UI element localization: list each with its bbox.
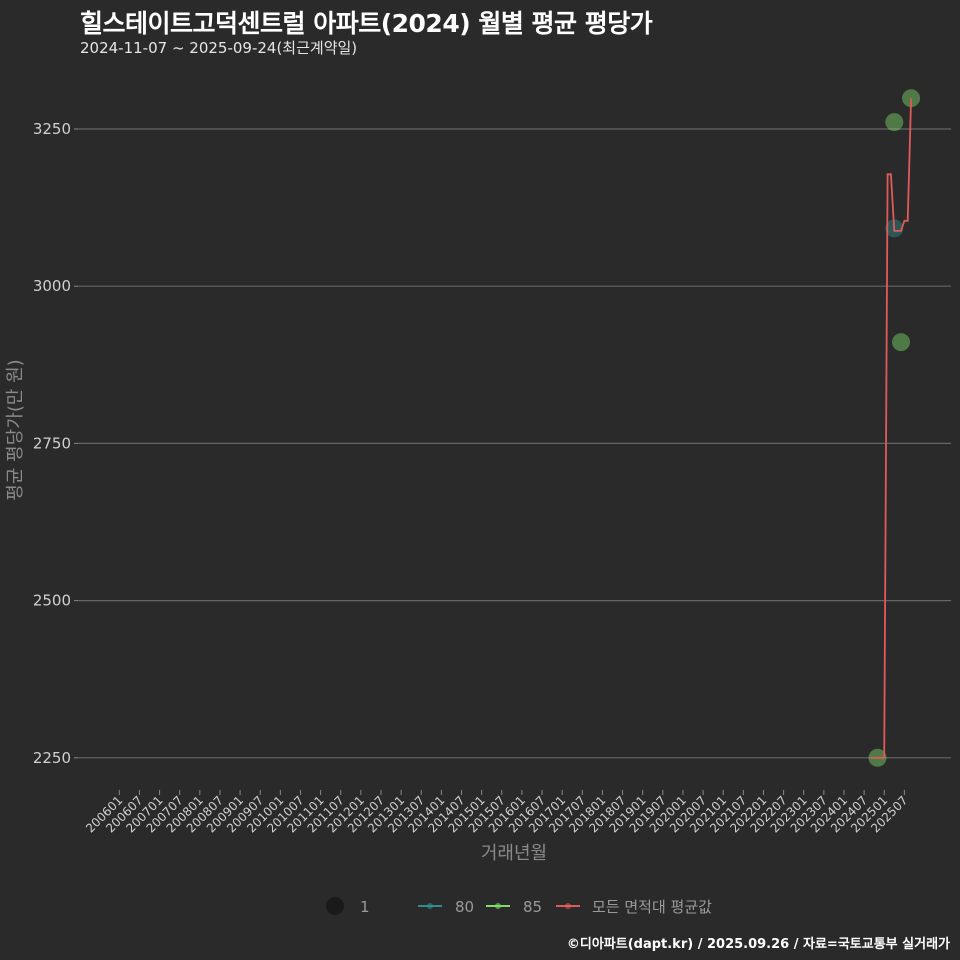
legend-point-icon <box>565 903 571 909</box>
legend-point-icon <box>495 903 501 909</box>
y-tick-label: 2500 <box>33 592 71 610</box>
x-axis-title: 거래년월 <box>481 843 547 864</box>
y-tick-label: 3000 <box>33 277 71 295</box>
legend-point-icon <box>427 903 433 909</box>
y-tick-label: 3250 <box>33 120 71 138</box>
data-point-85 <box>885 113 904 132</box>
legend-label: 85 <box>523 898 542 916</box>
chart-title: 힐스테이트고덕센트럴 아파트(2024) 월별 평균 평당가 <box>80 9 653 38</box>
legend-label: 80 <box>455 898 474 916</box>
gridlines <box>78 128 951 759</box>
legend-label: 모든 면적대 평균값 <box>592 898 712 916</box>
average-line <box>870 98 912 759</box>
y-axis-title: 평균 평당가(만 원) <box>5 359 26 500</box>
y-tick-label: 2250 <box>33 749 71 767</box>
plot-area <box>868 89 921 767</box>
legend-label: 1 <box>360 898 370 916</box>
y-axis: 2250 2500 2750 3000 3250 <box>33 120 78 767</box>
legend: 1 80 85 모든 면적대 평균값 <box>326 897 712 916</box>
chart-subtitle: 2024-11-07 ~ 2025-09-24(최근계약일) <box>80 39 358 57</box>
legend-size-circle-icon <box>326 897 344 915</box>
data-point-85 <box>902 89 921 108</box>
footer-credit: ©디아파트(dapt.kr) / 2025.09.26 / 자료=국토교통부 실… <box>566 937 950 952</box>
y-tick-label: 2750 <box>33 434 71 452</box>
x-axis: 2006012006072007012007072008012008072009… <box>83 790 910 836</box>
data-point-85 <box>892 333 911 352</box>
